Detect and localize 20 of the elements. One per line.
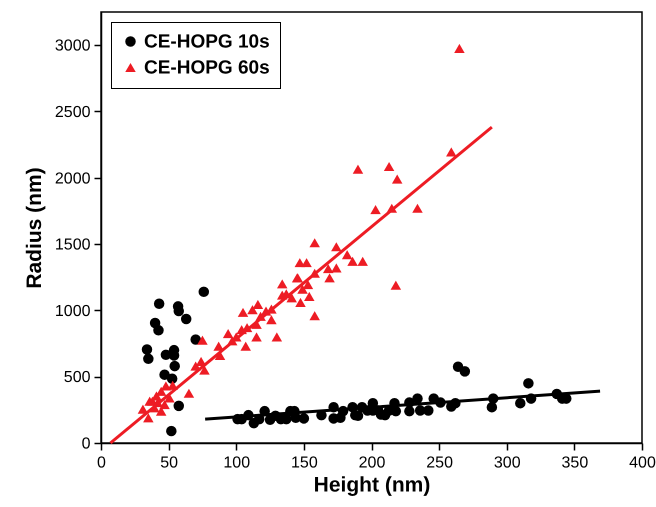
y-axis-title: Radius (nm): [22, 167, 46, 289]
y-tick-label: 500: [64, 369, 91, 386]
x-tick-label: 300: [494, 454, 521, 472]
x-tick-label: 350: [562, 454, 588, 472]
x-tick-label: 150: [291, 454, 318, 472]
legend-label: CE-HOPG 10s: [144, 32, 270, 52]
x-tick-label: 100: [223, 454, 250, 472]
x-tick-label: 50: [160, 454, 178, 472]
x-tick-label: 0: [97, 454, 106, 472]
x-axis-title: Height (nm): [314, 474, 430, 496]
x-tick-label: 200: [358, 454, 386, 472]
y-tick-label: 2000: [54, 170, 91, 188]
y-tick-label: 1500: [54, 236, 91, 254]
y-tick-label: 1000: [54, 302, 91, 320]
x-tick-label: 250: [426, 454, 454, 472]
x-tick-label: 400: [629, 454, 656, 472]
legend-label: CE-HOPG 60s: [144, 58, 270, 78]
y-tick-label: 3000: [54, 38, 91, 55]
y-tick-label: 2500: [54, 104, 91, 121]
y-tick-label: 0: [82, 436, 91, 452]
